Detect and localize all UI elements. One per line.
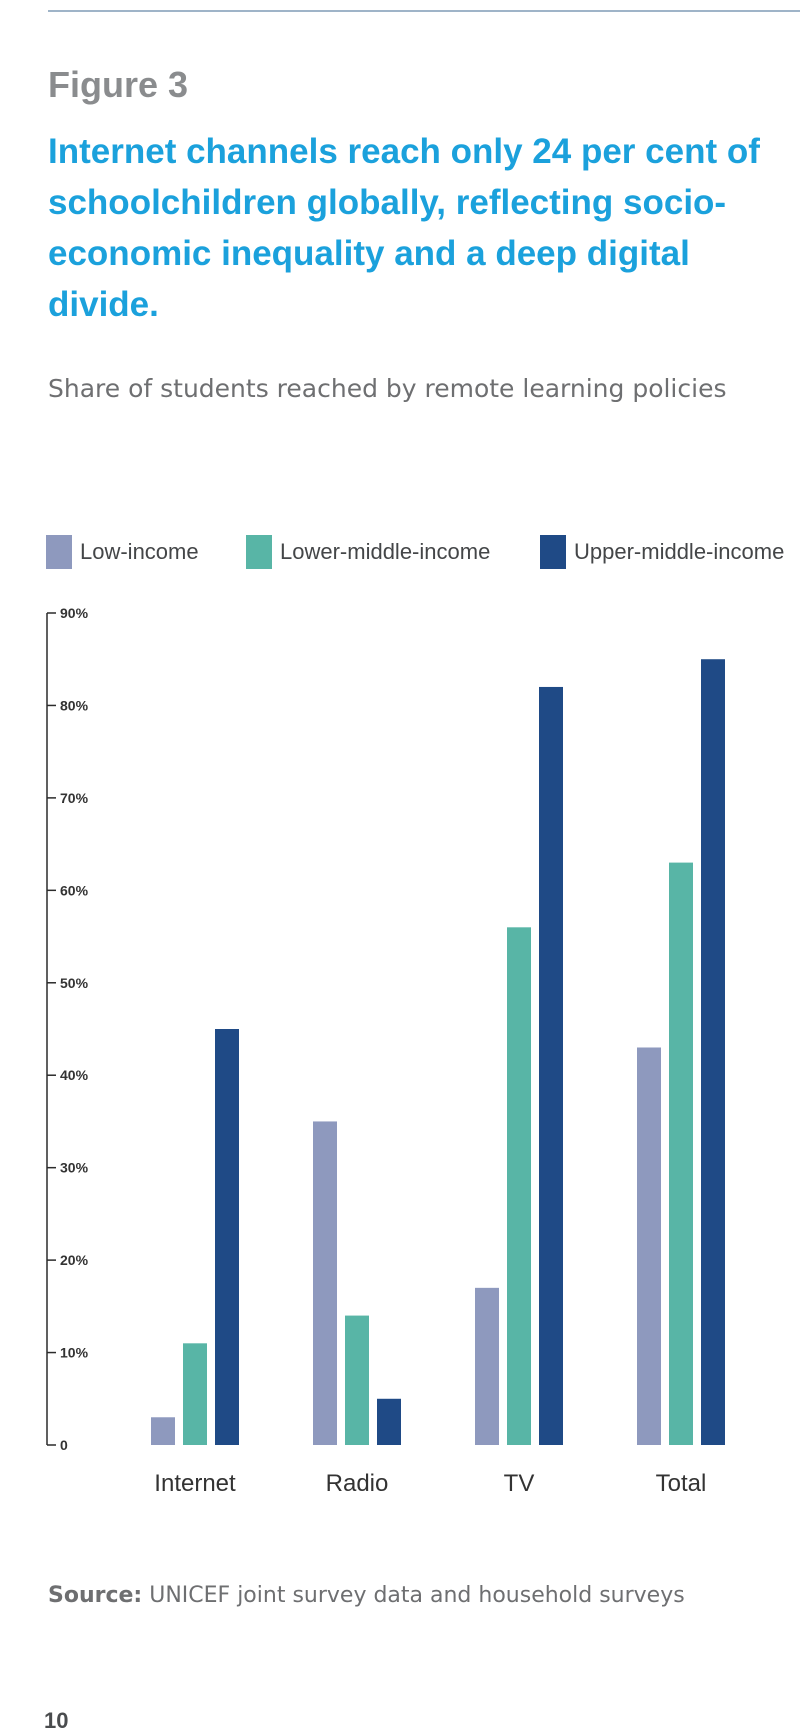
y-tick-label-0: 0 — [60, 1437, 68, 1453]
y-tick-label-20: 20% — [60, 1252, 89, 1268]
bar-internet-low-income — [151, 1417, 175, 1445]
chart-title: Share of students reached by remote lear… — [48, 374, 727, 403]
bar-chart: 0 10% 20% 30% 40% 50% 60% 70% 80% 90% Internet Rad… — [46, 605, 725, 1497]
bar-internet-upper-middle-income — [215, 1029, 239, 1445]
bar-layer — [151, 659, 725, 1445]
legend-swatch-lower-middle-income — [246, 535, 272, 569]
source-text: UNICEF joint survey data and household s… — [149, 1583, 685, 1608]
bar-total-upper-middle-income — [701, 659, 725, 1445]
figure-label: Figure 3 — [48, 64, 189, 105]
y-tick-label-40: 40% — [60, 1067, 89, 1083]
y-axis: 0 10% 20% 30% 40% 50% 60% 70% 80% 90% — [46, 605, 89, 1453]
legend-item-low-income: Low-income — [46, 534, 199, 570]
source-label: Source: — [48, 1583, 143, 1608]
bar-total-low-income — [637, 1047, 661, 1445]
bar-internet-lower-middle-income — [183, 1343, 207, 1445]
y-tick-label-70: 70% — [60, 790, 89, 806]
bar-tv-upper-middle-income — [539, 686, 563, 1445]
category-label-tv: TV — [504, 1470, 535, 1497]
y-tick-label-10: 10% — [60, 1345, 89, 1361]
category-label-internet: Internet — [154, 1470, 236, 1497]
page-number: 10 — [44, 1708, 69, 1733]
y-tick-label-50: 50% — [60, 975, 89, 991]
legend-item-lower-middle-income: Lower-middle-income — [246, 534, 490, 570]
top-divider — [48, 10, 800, 12]
y-tick-label-30: 30% — [60, 1160, 89, 1176]
category-label-radio: Radio — [326, 1470, 389, 1497]
bar-total-lower-middle-income — [669, 862, 693, 1445]
y-tick-label-60: 60% — [60, 882, 89, 898]
chart-legend: Low-income Lower-middle-income Upper-mid… — [46, 534, 800, 570]
bar-tv-lower-middle-income — [507, 927, 531, 1445]
bar-radio-low-income — [313, 1121, 337, 1445]
y-tick-label-90: 90% — [60, 605, 89, 621]
category-label-total: Total — [656, 1470, 707, 1497]
legend-item-upper-middle-income: Upper-middle-income — [540, 534, 784, 570]
legend-swatch-low-income — [46, 535, 72, 569]
y-tick-label-80: 80% — [60, 697, 89, 713]
legend-swatch-upper-middle-income — [540, 535, 566, 569]
bar-radio-upper-middle-income — [377, 1398, 401, 1445]
category-labels: Internet Radio TV Total — [154, 1470, 706, 1497]
bar-radio-lower-middle-income — [345, 1315, 369, 1445]
bar-tv-low-income — [475, 1287, 499, 1445]
legend-label-lower-middle-income: Lower-middle-income — [280, 539, 491, 564]
legend-label-upper-middle-income: Upper-middle-income — [574, 539, 785, 564]
legend-label-low-income: Low-income — [80, 539, 199, 564]
figure-headline: Internet channels reach only 24 per cent… — [48, 132, 760, 324]
source-note: Source: UNICEF joint survey data and hou… — [48, 1583, 685, 1608]
